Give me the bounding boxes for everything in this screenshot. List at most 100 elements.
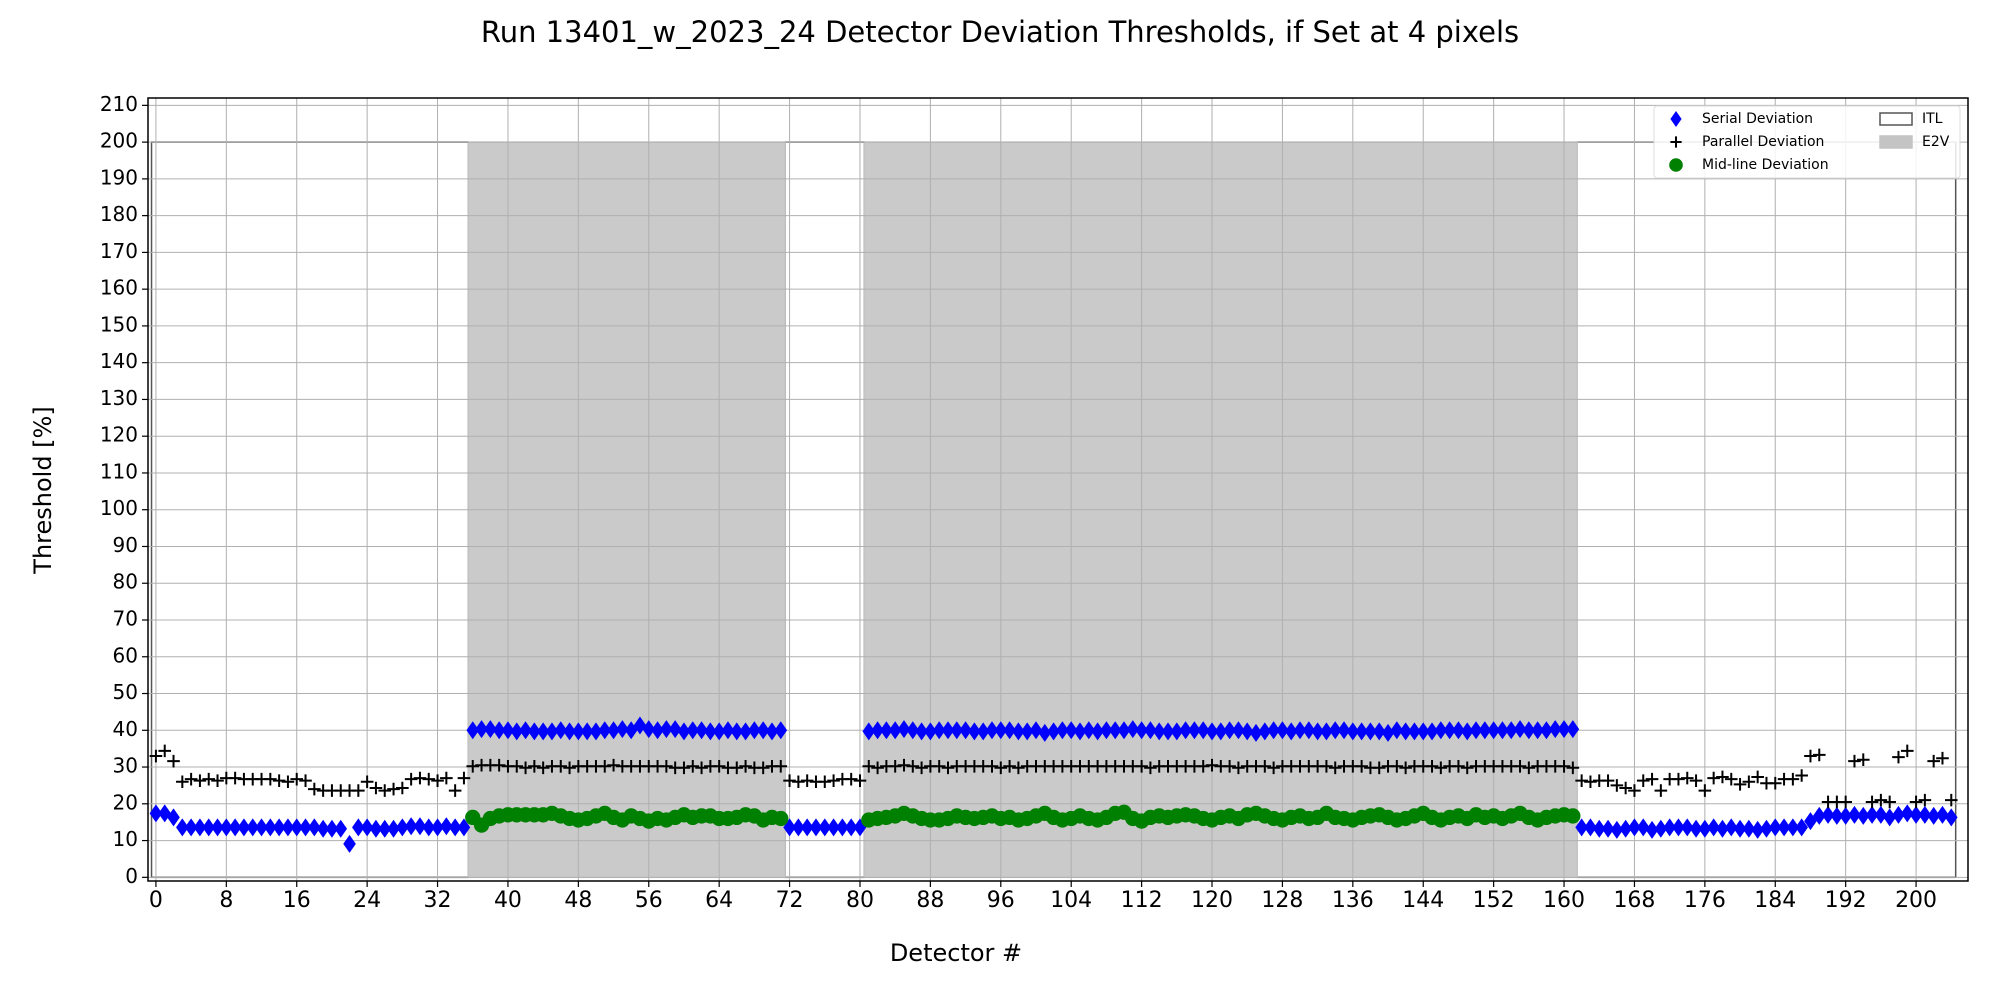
- data-point: [1531, 721, 1544, 740]
- data-point: [985, 760, 999, 773]
- data-point: [915, 761, 928, 775]
- data-point: [466, 721, 480, 740]
- data-point: [1434, 721, 1448, 740]
- legend-label: Serial Deviation: [1702, 111, 1813, 127]
- data-point: [1232, 761, 1245, 775]
- legend-marker: [1670, 136, 1682, 148]
- data-point: [237, 818, 251, 837]
- data-point: [1302, 721, 1316, 740]
- data-point: [167, 808, 180, 827]
- data-point: [774, 721, 788, 740]
- data-point: [1610, 779, 1624, 792]
- data-point: [1003, 721, 1016, 740]
- data-point: [184, 772, 198, 786]
- y-axis-label: Threshold [%]: [29, 406, 57, 574]
- data-point: [1654, 784, 1668, 797]
- data-point: [1768, 818, 1782, 837]
- data-point: [1214, 722, 1228, 741]
- data-point: [616, 720, 629, 739]
- data-point: [290, 818, 304, 837]
- data-point: [1100, 721, 1113, 740]
- x-tick-label: 152: [1473, 888, 1515, 913]
- data-point: [1364, 722, 1377, 741]
- data-point: [1258, 722, 1272, 741]
- data-point: [536, 761, 550, 775]
- data-point: [492, 758, 506, 772]
- data-point: [1865, 805, 1879, 824]
- y-tick-label: 90: [113, 533, 138, 557]
- x-tick-label: 88: [916, 888, 944, 913]
- data-point: [1144, 721, 1157, 740]
- data-point: [906, 760, 920, 773]
- data-point: [1892, 750, 1905, 764]
- data-point: [255, 818, 268, 837]
- y-tick-label: 210: [100, 92, 138, 116]
- data-point: [387, 819, 400, 838]
- data-point: [1346, 722, 1360, 741]
- y-tick-label: 40: [113, 717, 138, 741]
- data-point: [528, 722, 541, 741]
- data-point: [827, 774, 840, 787]
- data-point: [1082, 721, 1096, 740]
- data-point: [818, 818, 832, 837]
- data-point: [1390, 721, 1404, 740]
- data-point: [1170, 722, 1184, 741]
- data-point: [1584, 775, 1597, 789]
- data-point: [1152, 722, 1166, 741]
- data-point: [1716, 819, 1729, 838]
- data-point: [484, 720, 497, 739]
- data-point: [642, 720, 656, 739]
- y-tick-label: 180: [100, 202, 138, 226]
- data-point: [1830, 806, 1844, 825]
- data-point: [783, 818, 796, 837]
- data-point: [554, 721, 568, 740]
- data-point: [1848, 754, 1861, 768]
- data-point: [281, 775, 295, 789]
- data-point: [563, 722, 576, 741]
- data-point: [1707, 818, 1720, 837]
- data-point: [1716, 770, 1729, 784]
- data-point: [1469, 721, 1483, 740]
- data-point: [1328, 721, 1342, 740]
- data-point: [528, 760, 541, 773]
- data-point: [1909, 805, 1923, 824]
- data-point: [1918, 793, 1932, 807]
- legend-label: Parallel Deviation: [1702, 134, 1824, 150]
- data-point: [1628, 784, 1641, 797]
- data-point: [1117, 721, 1131, 740]
- data-point: [1003, 760, 1016, 773]
- x-tick-label: 80: [846, 888, 874, 913]
- x-tick-label: 128: [1261, 888, 1303, 913]
- data-point: [1320, 760, 1333, 773]
- y-tick-label: 130: [100, 386, 138, 410]
- data-point: [1645, 820, 1659, 839]
- data-point: [739, 760, 752, 773]
- data-point: [158, 744, 172, 758]
- x-tick-label: 176: [1684, 888, 1726, 913]
- data-point: [299, 774, 312, 787]
- data-point: [404, 817, 418, 836]
- data-point: [563, 761, 576, 775]
- data-point: [1777, 818, 1791, 837]
- y-tick-label: 110: [100, 459, 138, 483]
- data-point: [880, 721, 893, 740]
- data-point: [968, 722, 981, 741]
- y-tick-label: 60: [113, 643, 138, 667]
- data-point: [1883, 795, 1896, 809]
- x-tick-label: 112: [1121, 888, 1163, 913]
- y-tick-label: 70: [113, 607, 138, 631]
- data-point: [1698, 784, 1712, 797]
- data-point: [1425, 722, 1439, 741]
- data-point: [1900, 804, 1914, 823]
- data-point: [466, 760, 480, 773]
- data-point: [1249, 723, 1263, 742]
- data-point: [739, 722, 752, 741]
- data-point: [686, 721, 700, 740]
- x-tick-label: 16: [283, 888, 311, 913]
- data-point: [941, 761, 955, 775]
- data-point: [1795, 769, 1808, 782]
- data-point: [440, 771, 453, 785]
- data-point: [1918, 805, 1932, 824]
- data-point: [1936, 751, 1949, 765]
- data-point: [1865, 795, 1879, 809]
